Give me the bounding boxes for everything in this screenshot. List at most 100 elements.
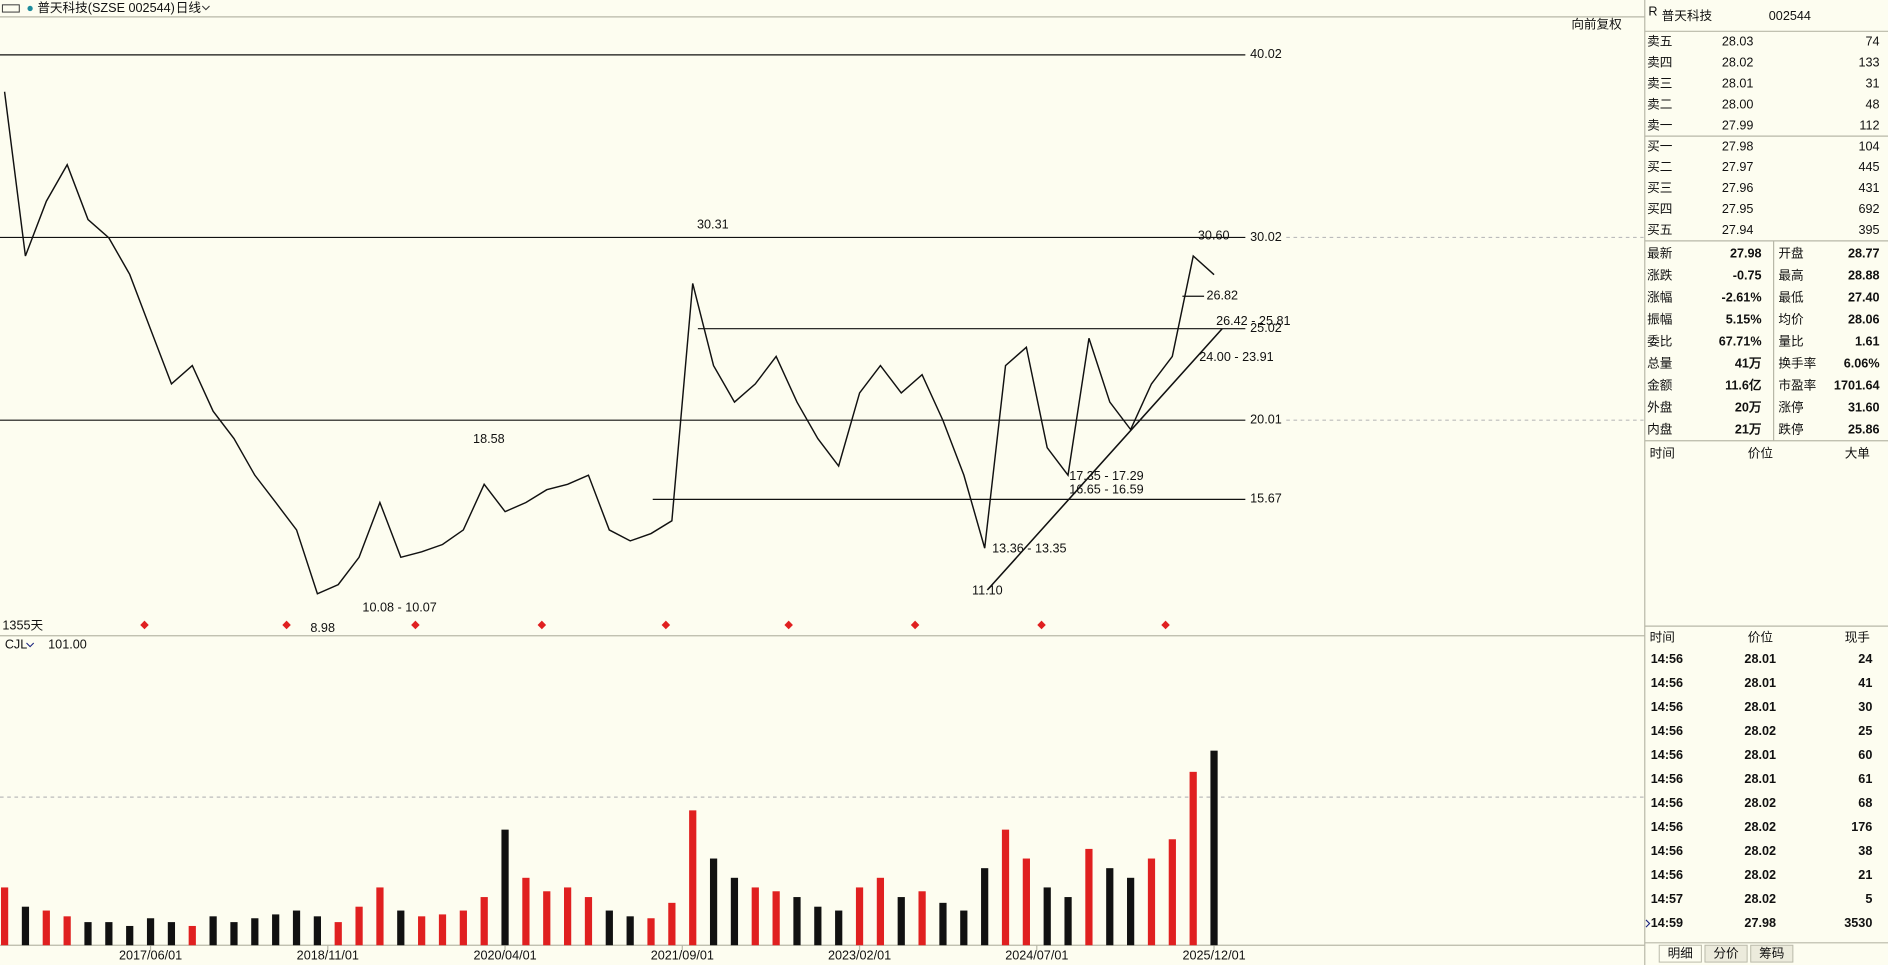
book-volume: 104	[1858, 139, 1879, 153]
column-header: 大单	[1845, 446, 1870, 460]
stat-label: 最高	[1778, 267, 1803, 282]
column-header: 价位	[1748, 631, 1774, 645]
trade-price: 28.01	[1744, 676, 1776, 690]
price-annotation: 18.58	[473, 432, 505, 446]
x-tick-label: 2017/06/01	[119, 948, 182, 962]
trade-price: 28.01	[1744, 772, 1776, 786]
stat-label: 开盘	[1778, 245, 1804, 260]
book-volume: 112	[1859, 118, 1879, 132]
trade-price: 28.02	[1744, 868, 1776, 882]
price-annotation: 11.10	[972, 584, 1003, 598]
volume-bar	[772, 891, 780, 946]
trade-volume: 21	[1858, 868, 1872, 882]
volume-bar	[126, 925, 134, 946]
stat-label: 均价	[1778, 313, 1804, 327]
stat-value: 28.77	[1848, 246, 1880, 260]
trade-volume: 68	[1858, 796, 1872, 810]
stat-value: 21万	[1735, 423, 1762, 437]
volume-bar	[626, 916, 634, 946]
volume-bar	[855, 887, 864, 946]
book-price: 28.03	[1722, 35, 1754, 49]
volume-bar	[1064, 897, 1072, 946]
volume-bar	[292, 910, 301, 946]
event-marker[interactable]	[1161, 620, 1170, 630]
volume-bar	[981, 868, 989, 946]
event-marker[interactable]	[282, 620, 291, 630]
tab-label[interactable]: 筹码	[1759, 946, 1784, 961]
trade-price: 28.02	[1744, 724, 1776, 738]
trade-volume: 41	[1858, 676, 1872, 690]
volume-bar	[563, 887, 572, 946]
event-marker[interactable]	[537, 620, 547, 630]
event-marker[interactable]	[784, 620, 793, 630]
x-tick-label: 2021/09/01	[651, 948, 714, 962]
volume-chevron	[26, 642, 35, 648]
x-tick-label: 2024/07/01	[1005, 948, 1068, 962]
tab-label[interactable]: 分价	[1713, 947, 1739, 961]
volume-bar	[251, 918, 259, 946]
trade-time: 14:56	[1651, 676, 1683, 690]
volume-title[interactable]: CJL	[5, 638, 27, 652]
volume-bar	[1147, 858, 1156, 946]
trade-price: 28.02	[1744, 892, 1776, 906]
volume-bar	[188, 925, 196, 946]
tab[interactable]	[1658, 944, 1702, 963]
stat-value: 11.6亿	[1725, 378, 1762, 393]
period-label[interactable]: 日线	[176, 1, 202, 15]
stat-value: 25.86	[1848, 423, 1880, 437]
stat-value: 1701.64	[1834, 379, 1880, 393]
volume-bar	[459, 910, 467, 946]
menu-icon	[1, 4, 20, 13]
volume-bar	[418, 916, 426, 946]
book-label: 买二	[1647, 160, 1672, 174]
trade-time: 14:57	[1651, 892, 1683, 906]
volume-bar	[1106, 868, 1114, 946]
volume-bar	[835, 910, 843, 946]
trade-time: 14:56	[1651, 724, 1683, 738]
volume-bar	[897, 897, 905, 946]
stat-value: 27.98	[1730, 246, 1762, 260]
book-volume: 692	[1858, 202, 1879, 216]
volume-bar	[814, 906, 822, 946]
stat-value: 6.06%	[1844, 357, 1880, 371]
trade-volume: 60	[1858, 748, 1872, 762]
price-level-label: 40.02	[1250, 47, 1282, 61]
stat-label: 振幅	[1647, 313, 1672, 327]
volume-bar	[960, 910, 968, 946]
trade-price: 28.01	[1744, 748, 1776, 762]
book-price: 27.98	[1722, 139, 1754, 153]
volume-bar	[105, 922, 113, 946]
stat-value: 28.88	[1848, 268, 1880, 282]
tab-label[interactable]: 明细	[1668, 947, 1693, 961]
price-annotation: 8.98	[310, 621, 335, 635]
event-marker[interactable]	[411, 620, 420, 630]
x-tick-label: 2023/02/01	[828, 948, 891, 962]
volume-bar	[876, 877, 885, 946]
stat-value: 1.61	[1855, 335, 1880, 349]
volume-bar	[1022, 858, 1030, 946]
volume-bar	[751, 887, 759, 946]
event-marker[interactable]	[910, 620, 920, 630]
trade-volume: 176	[1851, 820, 1872, 834]
price-annotation: 26.42 - 25.81	[1216, 314, 1290, 328]
event-marker[interactable]	[140, 620, 149, 630]
trade-time: 14:56	[1651, 772, 1683, 786]
tab[interactable]	[1704, 944, 1748, 963]
volume-bar	[709, 858, 718, 946]
book-price: 28.02	[1722, 55, 1754, 69]
stat-value: 41万	[1735, 357, 1762, 371]
stat-label: 量比	[1778, 335, 1803, 349]
trade-price: 28.01	[1744, 652, 1776, 666]
stat-label: 最新	[1647, 245, 1673, 260]
adjust-label[interactable]: 向前复权	[1571, 17, 1622, 32]
stat-label: 跌停	[1778, 422, 1803, 437]
symbol-label[interactable]: 普天科技(SZSE 002544)	[37, 1, 175, 15]
volume-bar	[730, 877, 739, 946]
tab[interactable]	[1750, 944, 1794, 963]
volume-bar	[0, 887, 9, 946]
trade-volume: 30	[1858, 700, 1872, 714]
stat-value: 27.40	[1848, 290, 1880, 304]
volume-bar	[522, 877, 530, 946]
book-label: 买五	[1647, 223, 1672, 237]
